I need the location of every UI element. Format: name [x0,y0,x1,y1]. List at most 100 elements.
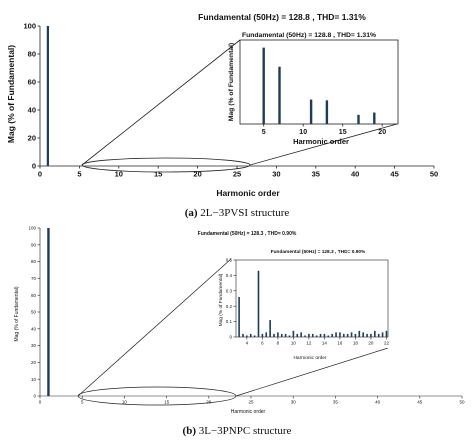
panel-b-inset-plot: 4 6 8 10 12 14 16 18 20 22 0 0.1 0.2 0.3 0.4 0.5 [226,258,390,346]
panel-b-inset-bar [261,333,264,337]
panel-b-main-y-tick-label: 100 [28,226,36,231]
panel-b-inset-bar [311,333,314,337]
panel-b-inset-bg [231,259,388,348]
panel-b-inset-x-tick-label: 4 [246,341,249,346]
panel-b-zoom-line-lower [235,347,389,397]
panel-b-title: Fundamental (50Hz) = 128.3 , THD= 0.90% [198,231,297,237]
panel-b-inset-bar [339,332,341,337]
panel-b-main-plot: 0 5 10 15 20 25 30 35 40 45 5001020304050607080901… [28,226,465,405]
panel-b-inset-bar [277,332,279,337]
panel-b-inset-bar [381,332,384,337]
panel-b-inset-bar [304,335,306,337]
panel-a-inset-ylabel: Mag (% of Fundamental) [228,43,235,122]
panel-b-main-x-tick-label: 25 [248,400,254,405]
panel-a-main-x-tick-label: 0 [38,170,42,179]
panel-b-inset-bar [296,333,299,337]
panel-a-inset-bar [309,99,313,124]
panel-b-inset-bar [370,333,372,337]
panel-a-inset-frame [239,39,399,125]
panel-b-main-x-tick-label: 50 [459,400,465,405]
panel-b-inset-y-tick-label: 0.3 [226,288,233,293]
panel-b-inset-bar [253,335,256,337]
panel-a-inset-title: Fundamental (50Hz) = 128.8 , THD= 1.31% [242,32,376,39]
panel-b-ylabel: Mag (% of Fundamental) [14,286,20,341]
panel-b-inset-bar [280,333,283,337]
panel-a: Fundamental (50Hz) = 128.8 , THD= 1.31% … [6,12,438,219]
panel-b-inset-bar [265,332,268,337]
panel-a-main-x-tick-label: 5 [77,170,81,179]
panel-b: Fundamental (50Hz) = 128.3 , THD= 0.90% … [14,226,465,437]
panel-b-inset-bar [335,332,337,337]
panel-a-main-bar [46,26,49,166]
panel-b-main-y-tick-label: 80 [31,259,37,264]
panel-b-inset-y-tick-label: 0.4 [226,273,233,278]
panel-b-inset-bar [323,333,326,337]
panel-a-inset-plot: 5 10 15 20 [239,39,399,136]
panel-b-caption: (b) 3L−3PNPC structure [183,425,292,437]
panel-a-main-x-tick-label: 30 [272,170,280,179]
panel-b-inset-bar [374,330,376,337]
panel-b-inset-x-tick-label: 18 [353,341,359,346]
panel-b-main-x-tick-label: 20 [206,400,212,405]
panel-a-main-x-tick-label: 20 [193,170,201,179]
panel-b-inset-bar [292,330,295,337]
panel-b-inset-bar [238,296,240,337]
panel-b-main-x-tick-label: 40 [375,400,381,405]
panel-a-title: Fundamental (50Hz) = 128.8 , THD= 1.31% [198,12,366,22]
panel-b-inset-bar [342,333,345,337]
panel-b-inset-bar [242,333,244,337]
panel-b-main-y-tick-label: 0 [33,394,36,399]
panel-a-inset-xlabel: Harmonic order [293,137,349,146]
panel-a-inset-bar [262,47,265,124]
panel-b-inset-y-tick-label: 0.5 [226,258,233,263]
panel-b-main-y-tick-label: 60 [31,293,37,298]
panel-b-inset-x-tick-label: 10 [291,341,297,346]
panel-b-main-x-tick-label: 45 [417,400,423,405]
panel-a-zoom-line-upper [81,39,241,166]
panel-a-main-x-tick-label: 35 [312,170,320,179]
panel-b-inset-bar [288,335,291,337]
panel-b-inset-x-tick-label: 6 [261,341,264,346]
panel-b-main-y-tick-label: 90 [31,242,37,247]
panel-b-main-y-tick-label: 40 [31,326,37,331]
panel-b-inset-x-tick-label: 22 [384,341,390,346]
panel-b-main-x-tick-label: 0 [39,400,42,405]
panel-b-inset-bar [319,333,322,337]
panel-a-ylabel: Mag (% of Fundamental) [6,45,16,143]
panel-b-main-x-tick-label: 35 [333,400,339,405]
panel-a-caption: (a) 2L−3PVSI structure [185,207,290,219]
panel-b-main-y-tick-label: 10 [31,377,37,382]
panel-b-inset-y-tick-label: 0.1 [226,319,233,324]
panel-b-main-y-tick-label: 30 [31,343,37,348]
panel-b-inset-bar [327,335,330,337]
panel-b-inset-x-tick-label: 8 [277,341,280,346]
panel-a-main-x-tick-label: 50 [430,170,438,179]
panel-b-inset-bar [350,332,353,337]
panel-a-inset-bar [357,114,360,124]
panel-b-main-y-tick-label: 20 [31,360,37,365]
panel-b-inset-bar [385,330,388,337]
panel-b-inset-xlabel: Harmonic order [293,355,326,361]
panel-b-inset-bar [246,335,248,337]
panel-a-inset-x-tick-label: 10 [299,129,307,136]
panel-b-inset-bar [300,332,302,337]
panel-a-inset-bar [325,100,329,124]
panel-a-main-plot: 0 5 10 15 20 25 30 35 40 45 50 0 20 40 60 80 100 [23,22,438,179]
panel-b-main-x-tick-label: 10 [122,400,128,405]
panel-a-inset-x-tick-label: 15 [339,129,347,136]
panel-b-inset-x-tick-label: 16 [337,341,343,346]
panel-a-inset-x-tick-label: 5 [262,129,266,136]
panel-a-main-x-tick-label: 45 [390,170,398,179]
panel-a-zoom-line-lower [249,123,398,166]
panel-b-main-x-tick-label: 30 [291,400,297,405]
panel-b-inset-bar [377,333,380,337]
panel-b-inset-bar [249,333,252,337]
panel-b-inset-bar [257,270,260,337]
panel-a-main-y-tick-label: 20 [28,134,36,143]
panel-b-inset-bar [284,333,287,337]
panel-b-inset-bar [354,333,357,337]
panel-a-main-y-tick-label: 0 [32,162,36,171]
panel-b-inset-bar [366,333,368,337]
panel-b-main-y-tick-label: 70 [31,276,37,281]
